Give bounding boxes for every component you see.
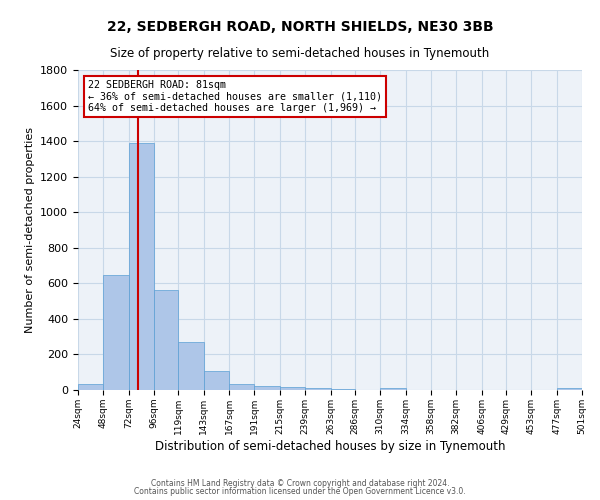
Bar [380,388,406,390]
Y-axis label: Number of semi-detached properties: Number of semi-detached properties [25,127,35,333]
Bar [331,389,355,390]
Bar [305,388,331,390]
Text: Contains public sector information licensed under the Open Government Licence v3: Contains public sector information licen… [134,488,466,496]
Bar [178,342,204,390]
Bar [204,371,229,390]
Bar [78,384,103,390]
Bar [154,290,178,390]
Text: Contains HM Land Registry data © Crown copyright and database right 2024.: Contains HM Land Registry data © Crown c… [151,478,449,488]
Bar [103,275,129,390]
Text: 22, SEDBERGH ROAD, NORTH SHIELDS, NE30 3BB: 22, SEDBERGH ROAD, NORTH SHIELDS, NE30 3… [107,20,493,34]
Bar [280,387,305,390]
Bar [557,388,582,390]
Bar [254,386,280,390]
Bar [129,143,154,390]
Text: 22 SEDBERGH ROAD: 81sqm
← 36% of semi-detached houses are smaller (1,110)
64% of: 22 SEDBERGH ROAD: 81sqm ← 36% of semi-de… [88,80,382,113]
Bar [229,384,254,390]
X-axis label: Distribution of semi-detached houses by size in Tynemouth: Distribution of semi-detached houses by … [155,440,505,452]
Text: Size of property relative to semi-detached houses in Tynemouth: Size of property relative to semi-detach… [110,48,490,60]
